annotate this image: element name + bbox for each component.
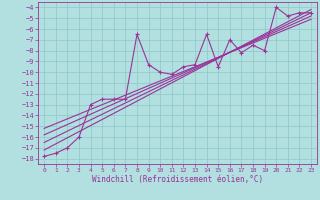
X-axis label: Windchill (Refroidissement éolien,°C): Windchill (Refroidissement éolien,°C) [92,175,263,184]
